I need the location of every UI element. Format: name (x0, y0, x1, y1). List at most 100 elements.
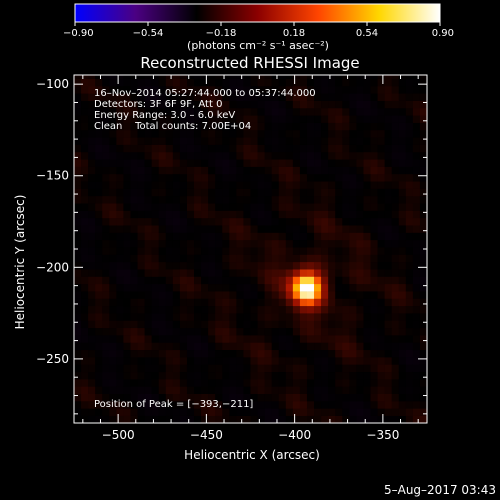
heatmap-cell (109, 239, 117, 248)
heatmap-cell (412, 247, 421, 255)
heatmap-cell (95, 298, 103, 307)
heatmap-cell (349, 298, 357, 307)
heatmap-cell (377, 379, 385, 387)
heatmap-cell (165, 313, 174, 321)
heatmap-cell (264, 386, 272, 394)
heatmap-cell (306, 188, 315, 197)
heatmap-cell (74, 357, 82, 365)
heatmap-cell (405, 283, 414, 292)
heatmap-cell (88, 75, 96, 79)
heatmap-cell (405, 78, 414, 87)
heatmap-cell (321, 151, 329, 160)
heatmap-cell (215, 283, 223, 292)
colorbar-tick-label: 0.90 (432, 28, 454, 39)
heatmap-cell (412, 137, 421, 145)
heatmap-cell (158, 327, 167, 336)
heatmap-cell (95, 371, 103, 380)
heatmap-cell (215, 85, 223, 94)
heatmap-cell (370, 173, 378, 182)
heatmap-cell (172, 78, 181, 87)
heatmap-cell (243, 107, 251, 116)
heatmap-cell (335, 298, 343, 307)
heatmap-cell (123, 115, 131, 123)
heatmap-cell (102, 129, 110, 138)
heatmap-cell (363, 320, 371, 329)
y-tick-label: −200 (36, 260, 69, 274)
heatmap-cell (412, 291, 421, 299)
heatmap-cell (243, 195, 251, 204)
heatmap-cell (419, 195, 427, 204)
heatmap-cell (236, 129, 244, 138)
heatmap-cell (285, 283, 294, 292)
heatmap-cell (208, 166, 216, 175)
heatmap-cell (292, 393, 301, 402)
heatmap-cell (201, 371, 209, 380)
heatmap-cell (398, 210, 407, 219)
heatmap-cell (102, 181, 110, 189)
heatmap-cell (264, 283, 272, 292)
heatmap-cell (179, 313, 188, 321)
heatmap-cell (81, 335, 89, 343)
heatmap-cell (321, 217, 329, 226)
heatmap-cell (222, 342, 230, 351)
heatmap-cell (278, 415, 287, 423)
heatmap-cell (194, 415, 202, 423)
heatmap-cell (342, 225, 350, 233)
heatmap-cell (144, 305, 152, 314)
heatmap-cell (356, 313, 364, 321)
heatmap-cell (158, 75, 167, 79)
heatmap-cell (116, 78, 124, 87)
heatmap-cell (222, 144, 230, 153)
heatmap-cell (328, 137, 336, 145)
heatmap-cell (306, 342, 315, 351)
heatmap-cell (370, 313, 378, 321)
heatmap-cell (186, 159, 195, 167)
heatmap-cell (342, 100, 350, 109)
heatmap-cell (363, 93, 371, 101)
heatmap-cell (215, 78, 223, 87)
heatmap-cell (398, 75, 407, 79)
heatmap-cell (74, 349, 82, 358)
heatmap-cell (130, 283, 138, 292)
heatmap-cell (405, 261, 414, 270)
heatmap-cell (201, 75, 209, 79)
heatmap-cell (391, 320, 400, 329)
heatmap-cell (250, 203, 258, 211)
heatmap-cell (405, 401, 414, 409)
heatmap-cell (363, 166, 371, 175)
heatmap-cell (349, 364, 357, 373)
heatmap-cell (236, 327, 244, 336)
heatmap-cell (285, 129, 294, 138)
heatmap-cell (165, 137, 174, 145)
heatmap-cell (222, 181, 230, 189)
heatmap-cell (306, 166, 315, 175)
heatmap-cell (299, 93, 308, 101)
heatmap-cell (236, 386, 244, 394)
heatmap-cell (314, 75, 322, 79)
heatmap-cell (88, 217, 96, 226)
heatmap-cell (243, 166, 251, 175)
heatmap-cell (398, 144, 407, 153)
heatmap-cell (335, 129, 343, 138)
heatmap-cell (201, 357, 209, 365)
heatmap-cell (165, 386, 174, 394)
heatmap-cell (363, 291, 371, 299)
heatmap-cell (194, 137, 202, 145)
heatmap-cell (328, 173, 336, 182)
heatmap-cell (349, 225, 357, 233)
heatmap-cell (243, 261, 251, 270)
heatmap-cell (172, 298, 181, 307)
heatmap-cell (116, 364, 124, 373)
heatmap-cell (130, 115, 138, 123)
heatmap-cell (356, 261, 364, 270)
heatmap-cell (299, 269, 308, 277)
heatmap-cell (194, 386, 202, 394)
heatmap-cell (74, 320, 82, 329)
heatmap-cell (342, 78, 350, 87)
heatmap-cell (215, 181, 223, 189)
heatmap-cell (74, 232, 82, 241)
heatmap-cell (215, 364, 223, 373)
heatmap-cell (123, 415, 131, 423)
heatmap-cell (328, 261, 336, 270)
heatmap-cell (215, 122, 223, 131)
